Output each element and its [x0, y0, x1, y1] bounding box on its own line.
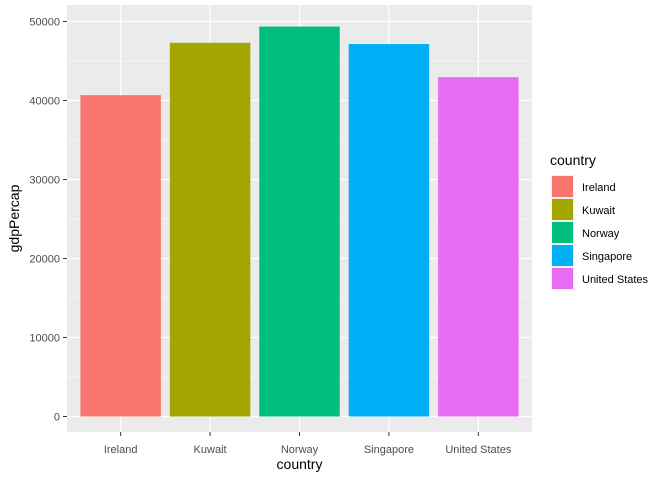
- legend-label: Singapore: [582, 251, 632, 263]
- y-tick-label: 0: [54, 412, 60, 424]
- legend-swatch: [552, 199, 573, 220]
- y-axis-title: gdpPercap: [6, 184, 22, 252]
- legend-label: Norway: [582, 228, 620, 240]
- y-tick-label: 50000: [29, 17, 60, 29]
- bar-norway: [259, 26, 340, 417]
- legend-items: Ireland Kuwait Norway Singapore United State…: [551, 175, 649, 290]
- x-tick-label: Ireland: [104, 444, 138, 456]
- legend-swatch: [552, 245, 573, 266]
- bar-kuwait: [169, 42, 251, 417]
- legend-label: Kuwait: [582, 205, 615, 217]
- legend-swatch: [552, 222, 573, 243]
- x-axis-title: country: [277, 456, 323, 472]
- legend-label: Ireland: [582, 182, 616, 194]
- y-tick-label: 10000: [29, 333, 60, 345]
- y-tick-label: 30000: [29, 175, 60, 187]
- bars: [80, 26, 519, 417]
- bar-united-states: [438, 77, 519, 417]
- legend-swatch: [552, 268, 573, 289]
- bar-ireland: [80, 95, 161, 417]
- y-tick-label: 20000: [29, 254, 60, 266]
- x-tick-label: Kuwait: [194, 444, 227, 456]
- x-axis: Ireland Kuwait Norway Singapore United State…: [104, 432, 512, 456]
- legend-title: country: [550, 152, 596, 168]
- bar-singapore: [348, 44, 430, 417]
- legend-label: United States: [582, 274, 649, 286]
- y-tick-label: 40000: [29, 96, 60, 108]
- x-tick-label: Singapore: [364, 444, 414, 456]
- y-axis: 0 10000 20000 30000 40000 50000: [29, 17, 67, 424]
- x-tick-label: Norway: [281, 444, 319, 456]
- legend-swatch: [552, 176, 573, 197]
- x-tick-label: United States: [445, 444, 512, 456]
- legend: country Ireland Kuwait Norway Singapore Unit…: [550, 152, 649, 290]
